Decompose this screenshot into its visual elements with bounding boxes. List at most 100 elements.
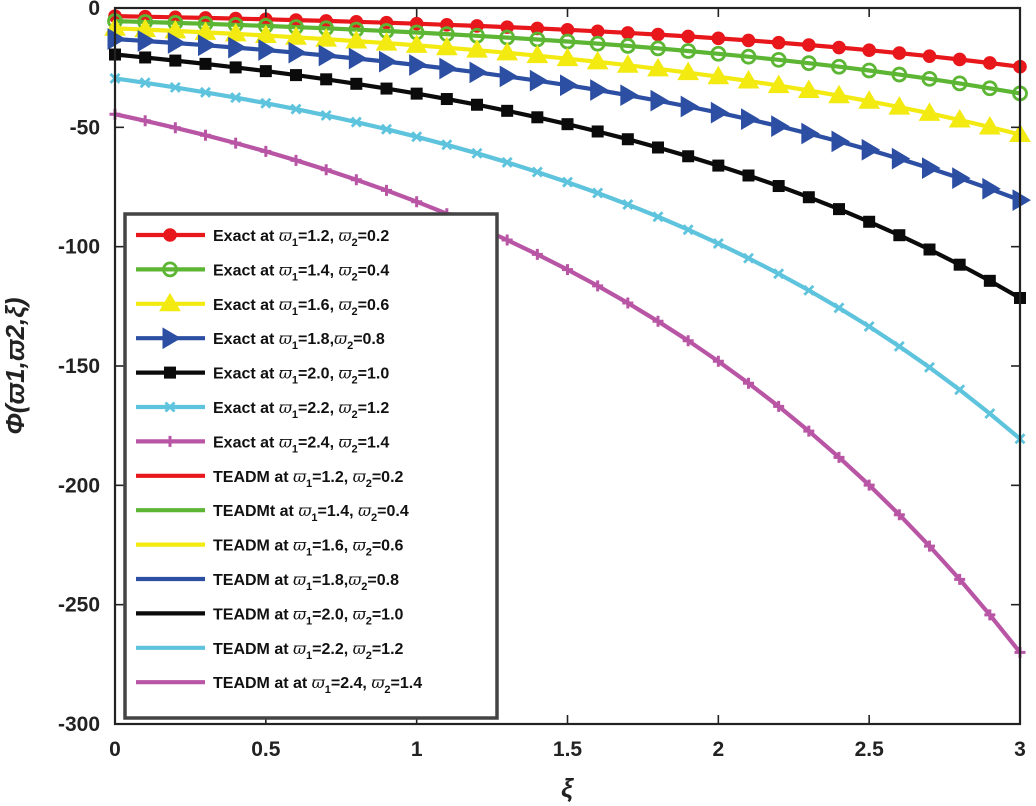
legend-label: TEADM at at ϖ1=2.4, ϖ2=1.4 [213,673,422,696]
legend-item-10: TEADM at ϖ1=1.6, ϖ2=0.6 [136,536,404,559]
data-point [831,130,850,153]
data-point [469,61,488,84]
x-tick-label: 3 [1014,738,1026,761]
data-point [439,57,458,80]
data-point [500,20,514,34]
data-point [499,65,519,88]
data-point [737,70,760,89]
data-point [893,229,906,242]
data-point [802,38,816,52]
data-point [682,150,695,163]
data-point [230,137,242,149]
data-point [290,103,302,115]
data-point [918,102,941,121]
legend-swatch-marker [164,435,176,447]
legend-label: Exact at ϖ1=1.2, ϖ2=0.2 [213,226,389,249]
data-point [707,65,730,85]
data-point [620,84,639,107]
legend-swatch-marker [164,366,176,379]
data-point [619,38,636,54]
x-tick-label: 2.5 [855,738,885,761]
data-point [710,101,730,124]
data-point [228,36,247,59]
legend-label: Exact at ϖ1=1.8,ϖ2=0.8 [213,329,385,352]
data-point [924,361,935,373]
data-point [260,145,272,157]
data-point [139,115,151,127]
data-point [315,28,338,47]
data-point [350,174,362,186]
data-point [741,108,760,131]
data-point [318,44,338,67]
data-point [348,47,368,70]
data-point [712,159,725,172]
y-tick-label: 0 [88,0,100,20]
data-point [743,252,754,264]
data-point [169,54,182,67]
data-point [501,234,513,246]
series-7 [109,108,1026,658]
legend-swatch-marker [163,228,177,242]
data-point [712,238,724,250]
data-point [833,302,845,314]
data-point [741,33,756,48]
legend-label: Exact at ϖ1=2.2, ϖ2=1.2 [213,398,389,421]
data-point [650,40,666,57]
data-point [591,125,604,138]
data-point [652,315,664,327]
data-point [622,297,634,309]
y-axis-label: Φ(ϖ1,ϖ2,ξ) [0,297,30,434]
data-point [200,129,211,141]
data-point [953,258,966,271]
legend-item-12: TEADM at ϖ1=2.0, ϖ2=1.0 [136,604,404,627]
data-point [893,340,905,352]
y-tick-label: -100 [58,236,100,259]
data-point [230,92,242,104]
data-point [405,34,428,53]
data-point [562,264,573,276]
x-tick-label: 1 [411,738,423,761]
y-tick-label: -50 [70,116,100,139]
data-point [711,31,726,46]
data-point [561,118,574,131]
data-point [224,22,247,42]
data-point [529,69,549,92]
data-point [984,609,996,621]
data-point [198,34,217,57]
x-tick-label: 1.5 [553,738,583,761]
data-point [650,89,669,112]
data-point [832,40,846,55]
legend-label: TEADMt at ϖ1=1.4, ϖ2=0.4 [213,501,409,524]
data-point [773,400,785,412]
data-point [742,169,755,182]
data-point [379,50,398,73]
data-point [410,87,423,100]
legend-swatch-marker [164,401,176,413]
data-point [891,147,911,170]
data-point [530,21,545,36]
legend-label: Exact at ϖ1=2.4, ϖ2=1.4 [213,432,389,455]
data-point [652,141,664,154]
data-point [863,321,875,333]
data-point [952,52,967,67]
data-point [922,157,941,179]
data-point [590,24,605,39]
data-point [861,138,881,161]
legend-swatch-marker [162,261,178,278]
data-point [411,196,423,208]
legend-label: Exact at ϖ1=1.4, ϖ2=0.4 [213,260,389,283]
y-tick-label: -250 [58,594,100,617]
data-point [772,180,785,193]
data-point [375,32,398,51]
data-point [139,51,152,64]
data-point [981,80,998,97]
series-6 [109,72,1026,445]
data-point [592,280,604,292]
x-axis-label: ξ [561,773,574,803]
data-point [954,384,966,396]
data-point [828,84,850,104]
data-point [951,75,968,92]
data-point [622,199,634,210]
legend-label: TEADM at ϖ1=1.8,ϖ2=0.8 [213,570,399,593]
data-point [200,86,211,98]
